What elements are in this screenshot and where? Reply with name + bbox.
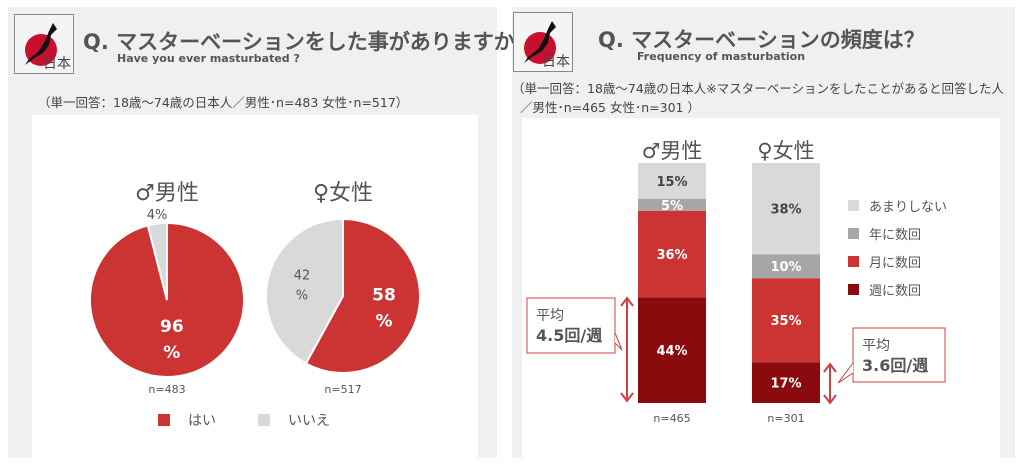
bar-segment (638, 199, 706, 211)
legend-label: あまりしない (869, 200, 947, 215)
legend-swatch (848, 256, 859, 267)
pie-title: ♂男性 (135, 181, 199, 206)
sample-size: n=517 (324, 383, 361, 396)
callout-pointer (614, 332, 623, 351)
callout-value: 4.5回/週 (536, 326, 602, 345)
sample-size: n=301 (767, 412, 804, 425)
pie-slice (304, 217, 421, 374)
arrow-head-icon (823, 362, 837, 405)
pie-data-label: 4% (147, 208, 168, 223)
bar-data-label: 36% (656, 248, 687, 263)
legend-swatch (258, 414, 270, 426)
bar-segment (752, 362, 820, 403)
left-note: （単一回答：18歳～74歳の日本人／男性･n=483 女性･n=517） (38, 95, 409, 110)
bar-category-label: ♀女性 (757, 139, 814, 163)
pie-slice (146, 221, 168, 301)
legend-label: 年に数回 (869, 228, 921, 243)
right-subtitle: Frequency of masturbation (637, 50, 806, 63)
pie-data-label: % (375, 312, 392, 332)
callout-pointer (837, 362, 854, 384)
bar-segment (638, 163, 706, 199)
legend-label: 週に数回 (869, 284, 921, 299)
legend-swatch (848, 284, 859, 295)
japan-flag-logo: 日本 (513, 12, 573, 72)
bar-segment (752, 278, 820, 363)
left-title: Q. マスターベーションをした事がありますか？ (83, 30, 536, 54)
bar-data-label: 17% (770, 377, 801, 392)
pie-slice (265, 217, 344, 365)
callout-label: 平均 (536, 308, 564, 324)
bar-segment (752, 163, 820, 255)
legend-label: いいえ (288, 413, 330, 429)
bar-data-label: 10% (770, 260, 801, 275)
left-subtitle: Have you ever masturbated ? (117, 52, 300, 65)
pie-data-label: 58 (372, 286, 396, 306)
pie-data-label: 42 (294, 268, 311, 283)
callout-label: 平均 (862, 338, 890, 354)
japan-flag-logo: 日本 (14, 14, 74, 74)
pie-data-label: % (296, 288, 308, 303)
right-note-line2: ／男性･n=465 女性･n=301 ） (520, 100, 700, 115)
legend-swatch (158, 414, 170, 426)
bar-category-label: ♂男性 (642, 139, 703, 163)
bar-data-label: 35% (770, 314, 801, 329)
callout-value: 3.6回/週 (862, 356, 928, 375)
average-callout-box (852, 327, 946, 383)
right-title: Q. マスターベーションの頻度は？ (598, 28, 925, 52)
sample-size: n=465 (653, 412, 690, 425)
bar-data-label: 5% (661, 199, 683, 214)
bar-segment (752, 254, 820, 279)
bar-data-label: 15% (656, 175, 687, 190)
bar-segment (638, 297, 706, 403)
legend-label: はい (188, 413, 216, 429)
bar-data-label: 38% (770, 203, 801, 218)
arrow-head-icon (620, 296, 634, 403)
legend-swatch (848, 228, 859, 239)
sample-size: n=483 (148, 383, 185, 396)
pie-data-label: % (163, 343, 180, 363)
pie-title: ♀女性 (313, 181, 373, 206)
japan-map-icon (524, 21, 556, 64)
legend-label: 月に数回 (869, 256, 921, 271)
japan-map-icon (25, 23, 57, 66)
bar-segment (638, 211, 706, 298)
pie-data-label: 96 (160, 317, 184, 337)
legend-swatch (848, 200, 859, 211)
average-callout-box (526, 297, 616, 354)
right-note-line1: （単一回答：18歳～74歳の日本人※マスターベーションをしたことがあると回答した… (512, 81, 1005, 96)
bar-data-label: 44% (656, 344, 687, 359)
